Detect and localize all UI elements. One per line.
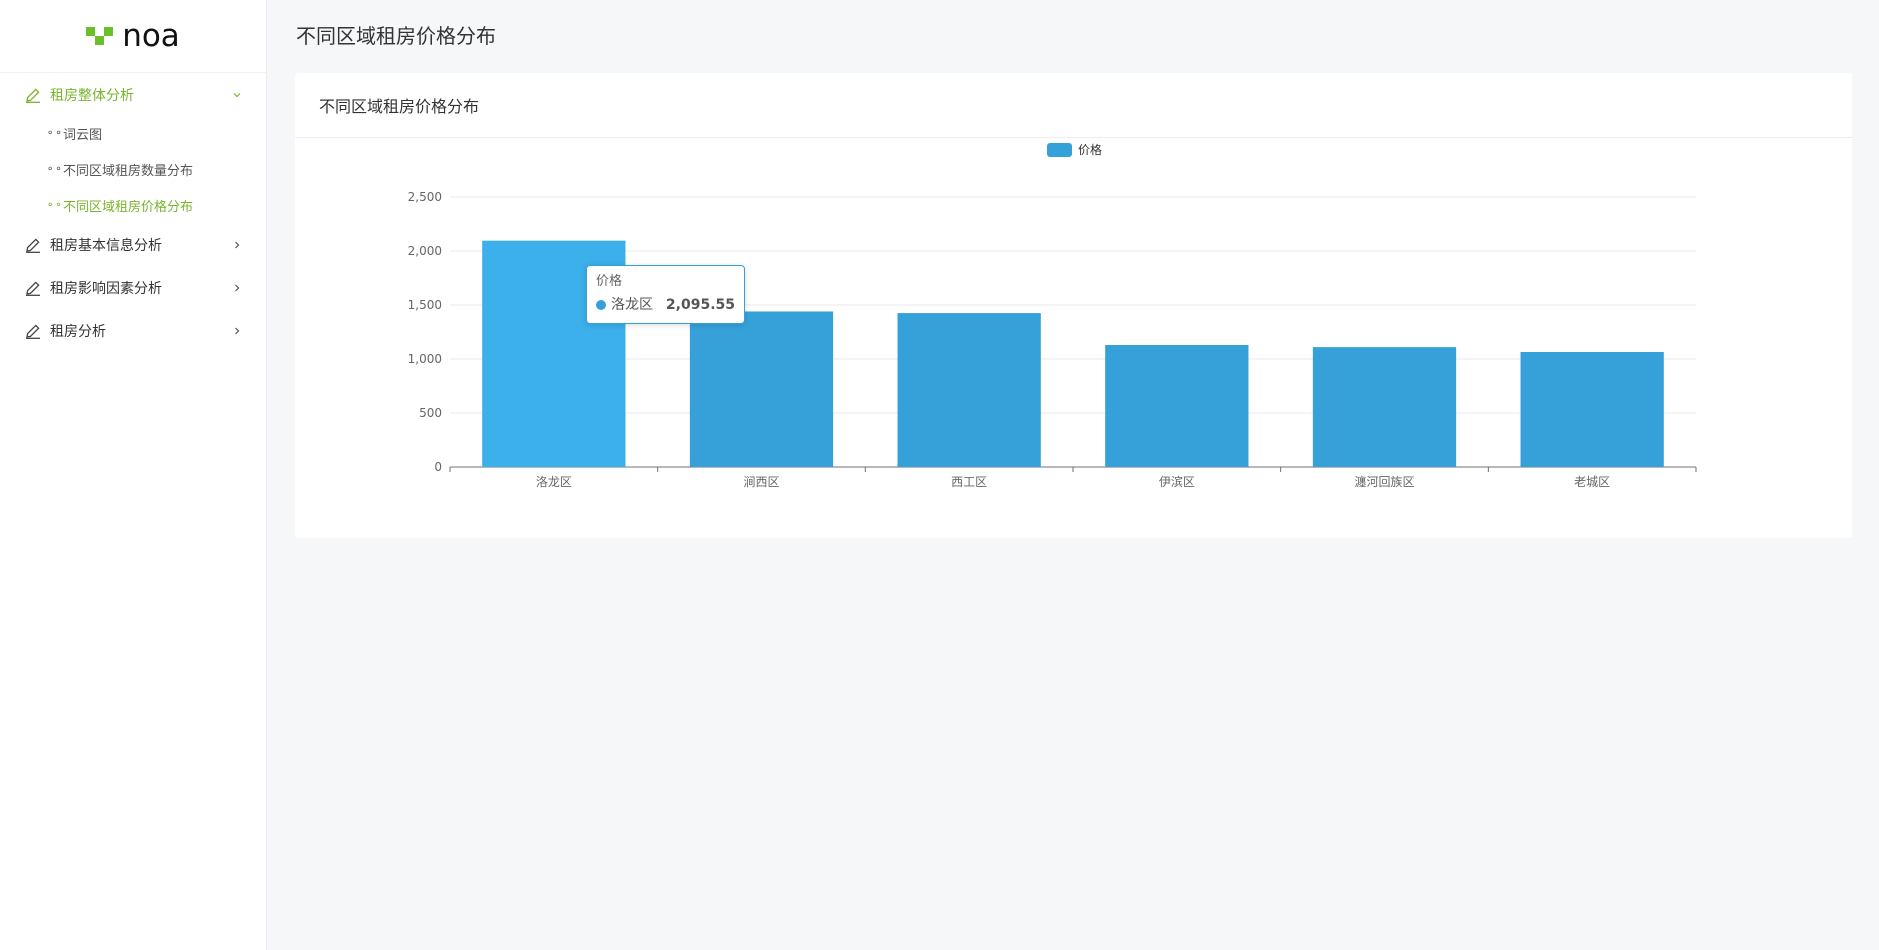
bar-1	[689, 311, 834, 467]
logo-text: noa	[122, 17, 180, 54]
x-tick-label: 瀍河回族区	[1354, 474, 1414, 489]
menu-group-label: 租房分析	[50, 324, 106, 340]
menu-group-label: 租房整体分析	[50, 88, 134, 104]
chevron-right-icon	[235, 327, 240, 335]
menu-group-label: 租房基本信息分析	[50, 238, 162, 254]
pencil-icon	[26, 88, 40, 103]
chart-legend[interactable]: 价格	[1047, 141, 1102, 158]
chart-card: 不同区域租房价格分布 价格 0 500 1,000 1,500 2,000 2,500 洛龙…	[295, 73, 1852, 538]
bar-2	[897, 313, 1041, 467]
y-tick-label: 0	[434, 460, 442, 474]
sidebar-item-region-count[interactable]: ⚬⚬ 不同区域租房数量分布	[0, 151, 266, 187]
sidebar-menu: 租房整体分析 ⚬⚬ 词云图 ⚬⚬ 不同区域租房数量分布 ⚬⚬ 不同区域租房价格分…	[0, 73, 266, 351]
x-tick-label: 伊滨区	[1159, 474, 1195, 489]
bar-4	[1312, 347, 1457, 467]
tooltip-name: 洛龙区	[611, 297, 653, 313]
x-tick-label: 涧西区	[743, 475, 779, 489]
chart-tooltip: 价格 洛龙区 2,095.55	[586, 265, 745, 324]
menu-group-influence-factors[interactable]: 租房影响因素分析	[0, 268, 266, 308]
legend-swatch	[1047, 142, 1072, 157]
y-tick-label: 1,000	[408, 352, 442, 366]
y-tick-label: 2,500	[408, 190, 442, 204]
x-tick-label: 老城区	[1574, 475, 1610, 489]
tooltip-row: 洛龙区 2,095.55	[596, 296, 735, 314]
sidebar-item-word-cloud[interactable]: ⚬⚬ 词云图	[0, 115, 266, 151]
bar-5	[1520, 351, 1664, 467]
menu-group-overall-analysis[interactable]: 租房整体分析	[0, 75, 266, 115]
bar-3	[1105, 344, 1249, 467]
page-title: 不同区域租房价格分布	[296, 24, 496, 48]
y-tick-label: 500	[419, 406, 442, 420]
tooltip-title: 价格	[596, 274, 623, 289]
pencil-icon	[26, 281, 40, 296]
menu-group-label: 租房影响因素分析	[50, 281, 162, 297]
pencil-icon	[26, 324, 40, 339]
y-tick-label: 2,000	[408, 244, 442, 258]
legend-label: 价格	[1078, 143, 1103, 157]
x-tick-label: 洛龙区	[536, 474, 572, 489]
sidebar-item-label: 不同区域租房数量分布	[63, 163, 194, 179]
x-tick-label: 西工区	[951, 475, 987, 489]
card-title: 不同区域租房价格分布	[295, 73, 1852, 138]
logo[interactable]: noa	[0, 0, 266, 73]
sidebar-item-region-price[interactable]: ⚬⚬ 不同区域租房价格分布	[0, 187, 266, 223]
link-dot-icon: ⚬⚬	[46, 163, 63, 175]
chevron-right-icon	[235, 241, 240, 249]
sidebar-item-label: 词云图	[63, 127, 103, 143]
link-dot-icon: ⚬⚬	[46, 127, 63, 139]
chevron-right-icon	[235, 284, 240, 292]
menu-group-basic-info[interactable]: 租房基本信息分析	[0, 225, 266, 265]
y-tick-label: 1,500	[408, 298, 442, 312]
tooltip-value: 2,095.55	[665, 297, 735, 313]
link-dot-icon: ⚬⚬	[46, 199, 63, 211]
tooltip-dot-icon	[596, 300, 606, 310]
logo-mark-icon	[86, 25, 120, 47]
pencil-icon	[26, 238, 40, 253]
menu-group-rent-analysis[interactable]: 租房分析	[0, 311, 266, 351]
sidebar: noa 租房整体分析 ⚬⚬ 词云图 ⚬⚬ 不同区域租房数量分布 ⚬⚬ 不同区域租…	[0, 0, 267, 950]
sidebar-item-label: 不同区域租房价格分布	[63, 199, 194, 215]
chevron-down-icon	[233, 93, 241, 98]
